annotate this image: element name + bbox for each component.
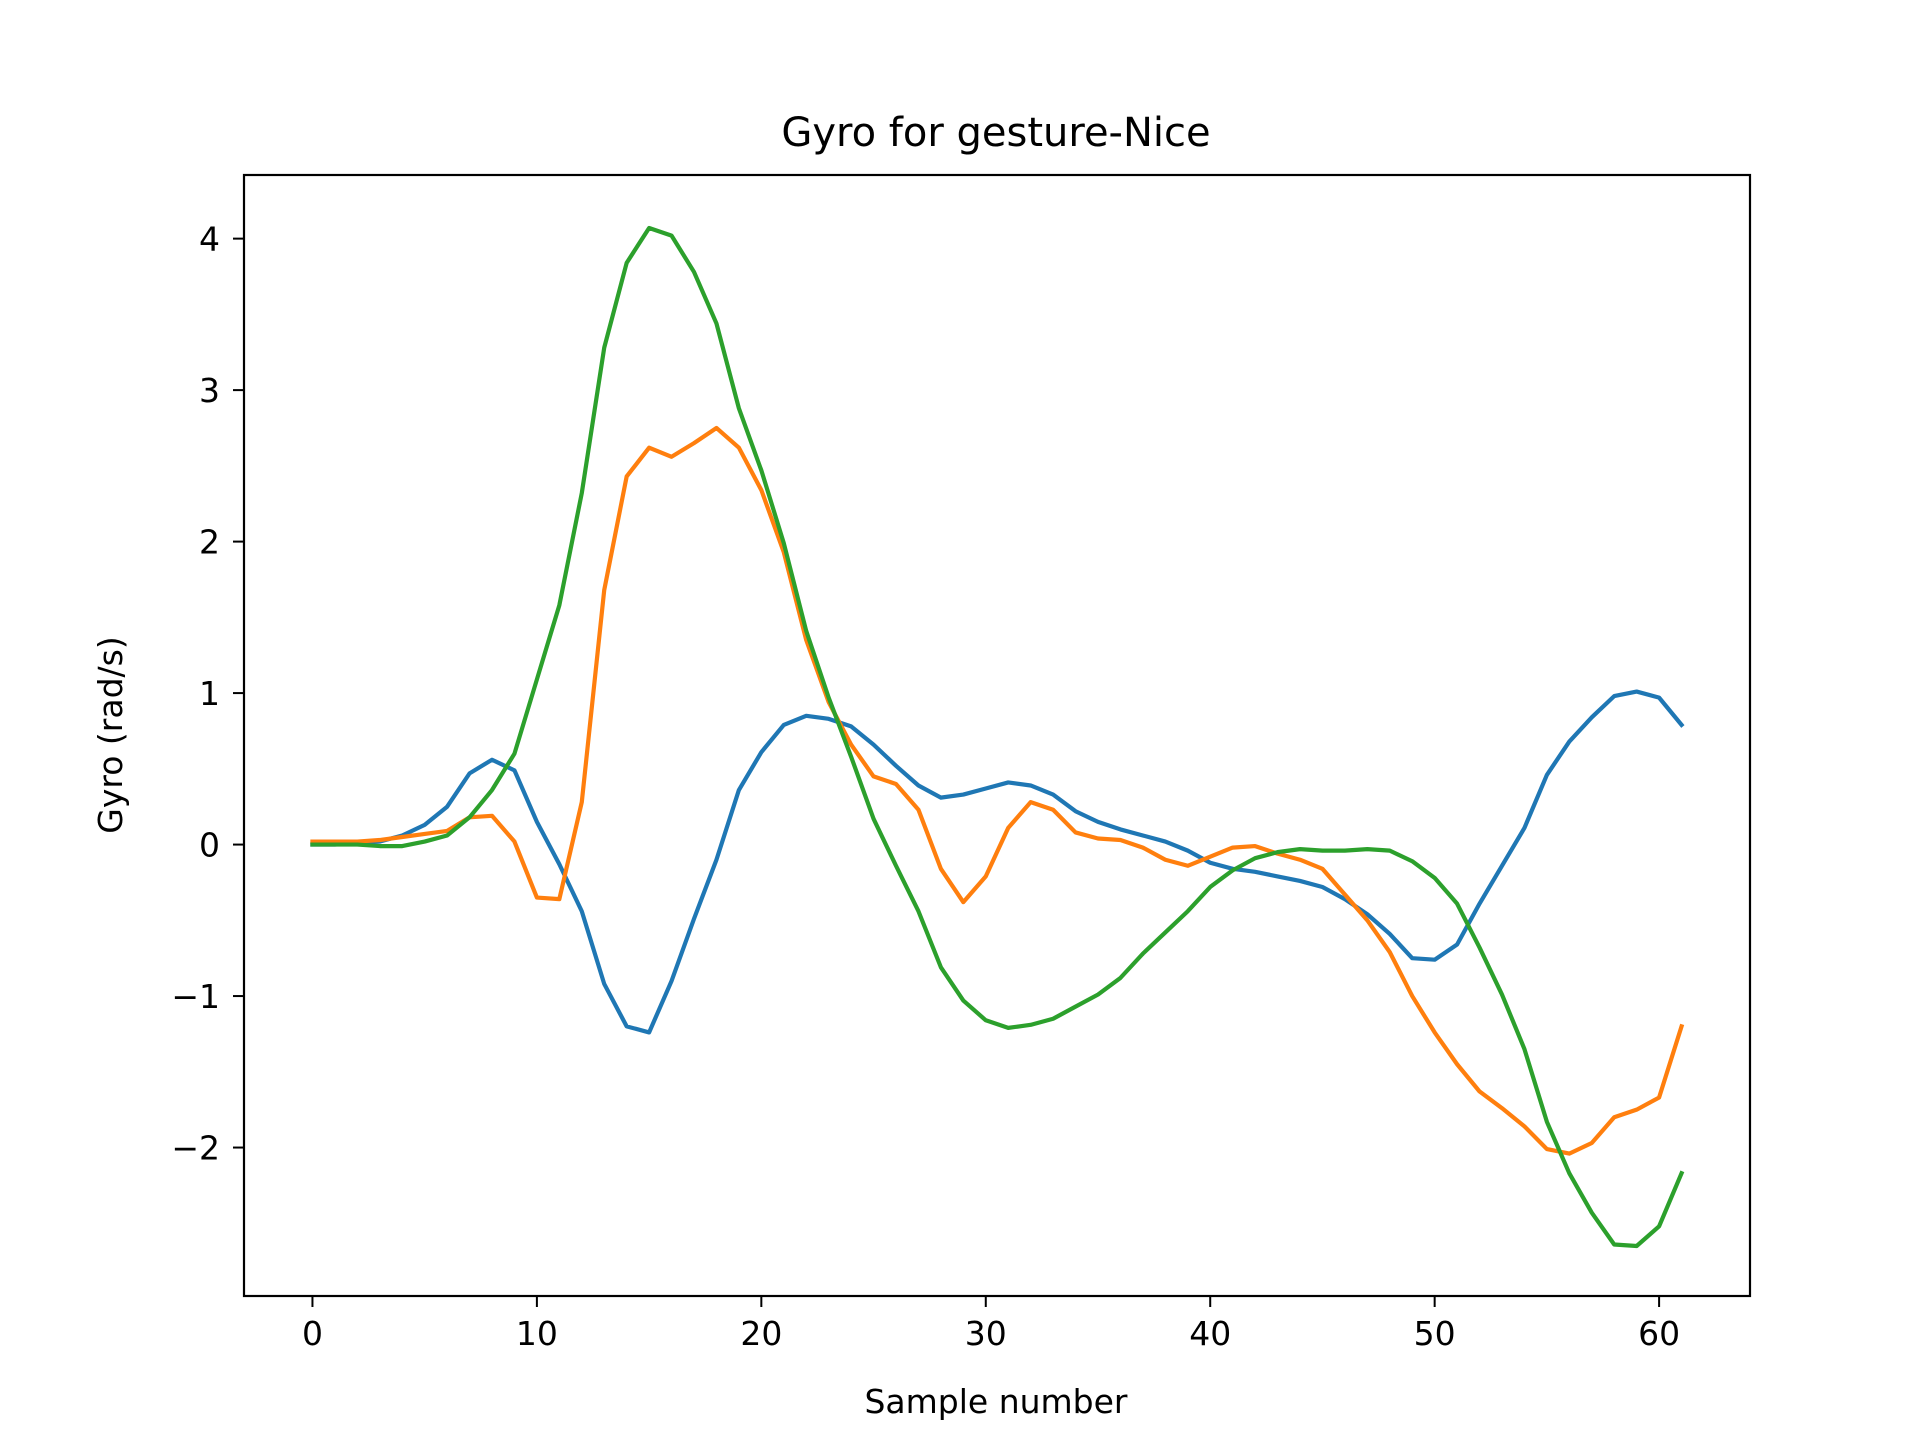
x-tick-label: 60 — [1638, 1314, 1680, 1353]
y-tick-label: −1 — [171, 977, 220, 1016]
x-tick-label: 10 — [516, 1314, 558, 1353]
series-layer — [310, 225, 1685, 1249]
x-axis-ticks: 0 10 20 30 40 50 60 — [302, 1296, 1680, 1353]
plot-frame — [242, 173, 1752, 1298]
y-axis-ticks: −2 −1 0 1 2 3 4 — [171, 220, 244, 1168]
y-tick-label: −2 — [171, 1129, 220, 1168]
chart-title: Gyro for gesture-Nice — [781, 110, 1210, 156]
x-tick-label: 50 — [1414, 1314, 1456, 1353]
x-tick-label: 30 — [965, 1314, 1007, 1353]
x-tick-label: 20 — [740, 1314, 782, 1353]
x-axis-label: Sample number — [864, 1382, 1127, 1421]
series-line-1 — [310, 689, 1685, 1035]
series-line-3 — [310, 225, 1685, 1249]
x-tick-label: 40 — [1189, 1314, 1231, 1353]
y-tick-label: 3 — [199, 371, 220, 410]
y-tick-label: 1 — [199, 674, 220, 713]
y-tick-label: 2 — [199, 523, 220, 562]
y-tick-label: 0 — [199, 826, 220, 865]
series-line-2 — [310, 425, 1685, 1156]
y-axis-label: Gyro (rad/s) — [91, 636, 130, 833]
y-tick-label: 4 — [199, 220, 220, 259]
x-tick-label: 0 — [302, 1314, 323, 1353]
